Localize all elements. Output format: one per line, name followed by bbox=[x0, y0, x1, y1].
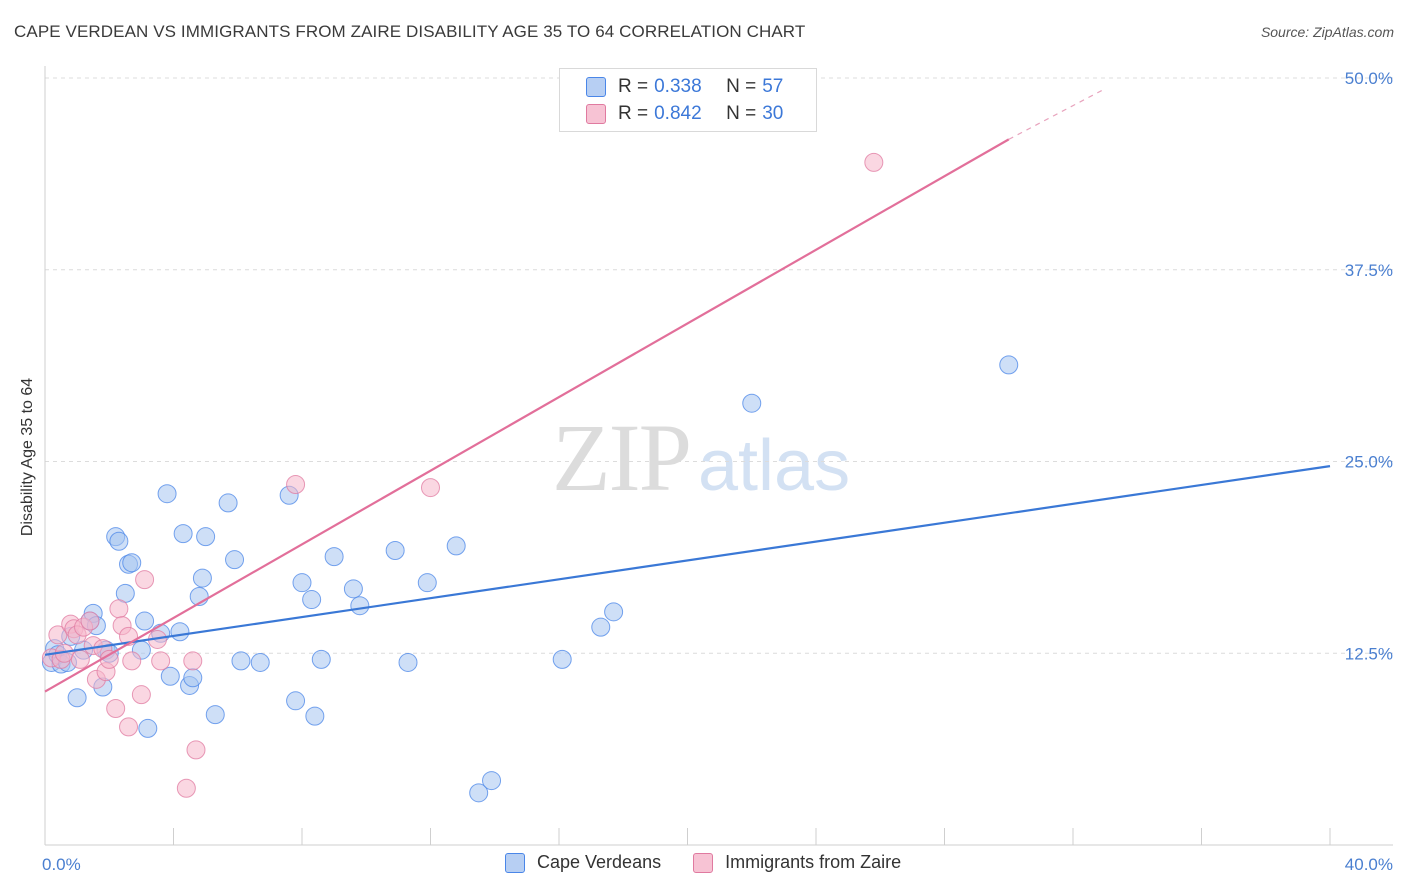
series-legend: Cape Verdeans Immigrants from Zaire bbox=[505, 852, 933, 873]
point-cape-verdean bbox=[286, 691, 306, 711]
point-cape-verdean bbox=[343, 579, 363, 599]
point-cape-verdean bbox=[67, 688, 87, 708]
point-cape-verdean bbox=[138, 718, 158, 738]
point-cape-verdean bbox=[160, 666, 180, 686]
point-zaire bbox=[186, 740, 206, 760]
point-zaire bbox=[119, 717, 139, 737]
point-zaire bbox=[286, 475, 306, 495]
point-cape-verdean bbox=[350, 596, 370, 616]
point-zaire bbox=[135, 570, 155, 590]
point-zaire bbox=[122, 651, 142, 671]
point-cape-verdean bbox=[324, 547, 344, 567]
x-tick-label-max: 40.0% bbox=[1345, 855, 1393, 874]
point-cape-verdean bbox=[469, 783, 489, 803]
point-zaire bbox=[131, 685, 151, 705]
zaire-swatch bbox=[586, 104, 606, 124]
point-cape-verdean bbox=[311, 649, 331, 669]
point-cape-verdean bbox=[604, 602, 624, 622]
point-cape-verdean bbox=[170, 622, 190, 642]
point-cape-verdean bbox=[552, 649, 572, 669]
point-cape-verdean bbox=[218, 493, 238, 513]
chart-title: CAPE VERDEAN VS IMMIGRANTS FROM ZAIRE DI… bbox=[14, 22, 806, 41]
point-cape-verdean bbox=[302, 590, 322, 610]
point-cape-verdean bbox=[250, 652, 270, 672]
point-cape-verdean bbox=[482, 771, 502, 791]
point-cape-verdean bbox=[205, 705, 225, 725]
point-cape-verdean bbox=[305, 706, 325, 726]
trendline-zaire bbox=[44, 138, 1010, 693]
point-cape-verdean bbox=[417, 573, 437, 593]
point-cape-verdean bbox=[591, 617, 611, 637]
point-cape-verdean bbox=[135, 611, 155, 631]
point-zaire bbox=[183, 651, 203, 671]
r-value-cape-verdeans: 0.338 bbox=[654, 76, 702, 97]
n-value-cape-verdeans: 57 bbox=[762, 76, 784, 97]
trendline-cape-verdeans bbox=[44, 465, 1331, 656]
point-cape-verdean bbox=[109, 531, 129, 551]
point-zaire bbox=[106, 698, 126, 718]
point-zaire bbox=[421, 478, 440, 498]
n-label: N = bbox=[726, 103, 757, 124]
point-cape-verdean bbox=[231, 651, 251, 671]
legend-item-cape-verdeans: Cape Verdeans bbox=[505, 852, 661, 873]
n-label: N = bbox=[726, 76, 757, 97]
r-label: R = bbox=[618, 76, 649, 97]
legend-label-zaire: Immigrants from Zaire bbox=[725, 852, 902, 872]
y-tick-label: 12.5% bbox=[1345, 644, 1393, 663]
point-cape-verdean bbox=[173, 524, 193, 544]
y-tick-label: 25.0% bbox=[1345, 453, 1393, 472]
r-value-zaire: 0.842 bbox=[654, 103, 702, 124]
cape-verdeans-swatch bbox=[586, 77, 606, 97]
source-credit: Source: ZipAtlas.com bbox=[1260, 24, 1394, 40]
point-zaire bbox=[80, 611, 100, 631]
point-cape-verdean bbox=[192, 568, 212, 588]
r-label: R = bbox=[618, 103, 649, 124]
y-tick-label: 37.5% bbox=[1345, 261, 1393, 280]
point-cape-verdean bbox=[292, 573, 312, 593]
point-zaire bbox=[176, 778, 196, 798]
point-cape-verdean bbox=[122, 553, 142, 573]
x-tick-label-min: 0.0% bbox=[42, 855, 81, 874]
point-zaire bbox=[151, 651, 171, 671]
legend-label-cape-verdeans: Cape Verdeans bbox=[537, 852, 662, 872]
point-cape-verdean bbox=[398, 652, 418, 672]
point-cape-verdean bbox=[446, 536, 466, 556]
n-value-zaire: 30 bbox=[762, 103, 784, 124]
point-cape-verdean bbox=[196, 527, 216, 547]
point-cape-verdean bbox=[385, 540, 405, 560]
point-cape-verdean bbox=[183, 668, 203, 688]
point-cape-verdean bbox=[999, 355, 1019, 375]
y-tick-label: 50.0% bbox=[1345, 69, 1393, 88]
trendline-zaire-extension bbox=[1008, 88, 1106, 140]
legend-item-zaire: Immigrants from Zaire bbox=[693, 852, 901, 873]
stats-legend: R = 0.338 N = 57 R = 0.842 N = 30 bbox=[559, 68, 817, 132]
stats-legend-row-zaire: R = 0.842 N = 30 bbox=[586, 102, 783, 126]
point-cape-verdean bbox=[742, 393, 762, 413]
point-zaire bbox=[864, 152, 884, 172]
stats-legend-row-cape-verdeans: R = 0.338 N = 57 bbox=[586, 75, 783, 99]
legend-swatch-zaire bbox=[693, 852, 714, 873]
legend-swatch-cape-verdeans bbox=[505, 852, 525, 873]
point-cape-verdean bbox=[157, 484, 177, 504]
point-cape-verdean bbox=[225, 550, 245, 570]
point-zaire bbox=[70, 649, 90, 669]
point-zaire bbox=[109, 599, 129, 619]
